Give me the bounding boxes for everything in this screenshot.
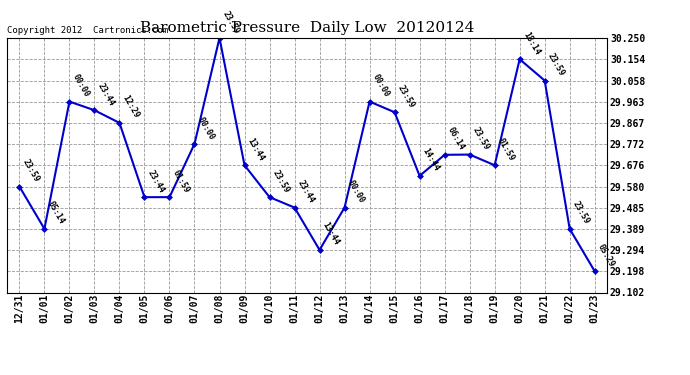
Text: 23:59: 23:59 (221, 9, 242, 35)
Title: Barometric Pressure  Daily Low  20120124: Barometric Pressure Daily Low 20120124 (140, 21, 474, 35)
Text: 23:59: 23:59 (21, 158, 41, 184)
Text: 01:59: 01:59 (171, 168, 191, 194)
Text: Copyright 2012  Cartronics.com: Copyright 2012 Cartronics.com (7, 26, 168, 35)
Text: 05:14: 05:14 (46, 200, 66, 226)
Text: 18:14: 18:14 (521, 30, 542, 57)
Text: 05:29: 05:29 (596, 242, 616, 268)
Text: 12:29: 12:29 (121, 94, 141, 120)
Text: 23:59: 23:59 (271, 168, 291, 194)
Text: 01:59: 01:59 (496, 136, 516, 162)
Text: 00:00: 00:00 (371, 73, 391, 99)
Text: 23:59: 23:59 (546, 52, 566, 78)
Text: 00:00: 00:00 (346, 178, 366, 205)
Text: 23:44: 23:44 (96, 81, 116, 108)
Text: 23:44: 23:44 (296, 178, 316, 205)
Text: 23:59: 23:59 (471, 126, 491, 152)
Text: 00:00: 00:00 (196, 115, 216, 141)
Text: 23:59: 23:59 (396, 83, 416, 110)
Text: 23:44: 23:44 (146, 168, 166, 194)
Text: 13:44: 13:44 (246, 136, 266, 162)
Text: 14:44: 14:44 (421, 147, 442, 173)
Text: 13:44: 13:44 (321, 221, 342, 247)
Text: 00:00: 00:00 (71, 73, 91, 99)
Text: 06:14: 06:14 (446, 126, 466, 152)
Text: 23:59: 23:59 (571, 200, 591, 226)
